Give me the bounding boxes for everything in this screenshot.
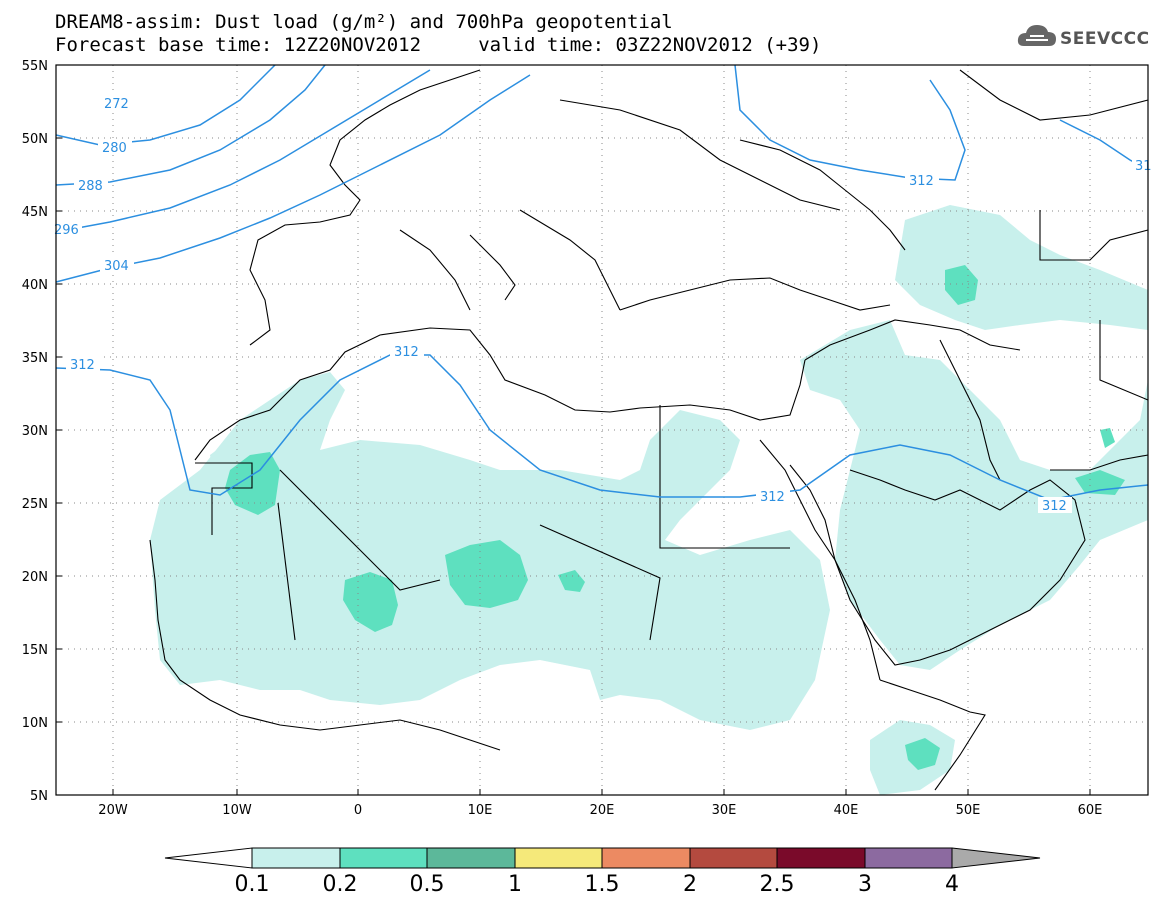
lon-label: 20W — [98, 803, 128, 818]
colorbar-label: 4 — [945, 872, 959, 897]
contour-label: 280 — [102, 141, 127, 156]
colorbar-label: 1 — [508, 872, 522, 897]
lon-label: 60E — [1078, 803, 1103, 818]
lon-label: 20E — [590, 803, 615, 818]
colorbar-label: 1.5 — [585, 872, 620, 897]
contour-label: 312 — [760, 490, 785, 505]
cloud-icon — [1017, 25, 1056, 46]
lon-label: 10E — [468, 803, 493, 818]
lat-label: 25N — [22, 497, 48, 512]
colorbar-label: 2.5 — [760, 872, 795, 897]
colorbar-label: 2 — [683, 872, 697, 897]
contour-label: 272 — [104, 97, 129, 112]
lat-label: 45N — [22, 205, 48, 220]
lat-label: 15N — [22, 643, 48, 658]
chart-title-line-2: Forecast base time: 12Z20NOV2012 valid t… — [55, 34, 822, 56]
lat-label: 55N — [22, 59, 48, 74]
contour-label: 312 — [70, 358, 95, 373]
colorbar-segment — [339, 847, 428, 869]
contour-label: 312 — [394, 345, 419, 360]
colorbar-segment — [514, 847, 603, 869]
chart-title-line-1: DREAM8-assim: Dust load (g/m²) and 700hP… — [55, 11, 673, 33]
lon-label: 30E — [712, 803, 737, 818]
colorbar-label: 3 — [858, 872, 872, 897]
lat-label: 35N — [22, 351, 48, 366]
longitude-labels: 20W 10W 0 10E 20E 30E 40E 50E 60E — [98, 803, 1102, 818]
colorbar-over-triangle — [951, 847, 1041, 869]
lat-label: 20N — [22, 570, 48, 585]
colorbar-segment — [426, 847, 516, 869]
logo-text: SEEVCCC — [1060, 29, 1150, 49]
coastlines-and-borders — [149, 69, 1149, 791]
lat-label: 10N — [22, 716, 48, 731]
colorbar-segment — [776, 847, 866, 869]
contour-label: 288 — [78, 179, 103, 194]
colorbar-under-triangle — [164, 847, 253, 869]
contour-label: 31 — [1135, 159, 1152, 174]
lon-label: 10W — [222, 803, 252, 818]
lat-label: 5N — [30, 789, 48, 804]
contour-label: 296 — [54, 223, 79, 238]
graticule — [56, 65, 1148, 795]
colorbar: 0.1 0.2 0.5 1 1.5 2 2.5 3 4 — [164, 847, 1041, 897]
colorbar-segment — [251, 847, 341, 869]
colorbar-segment — [601, 847, 691, 869]
lat-label: 40N — [22, 278, 48, 293]
colorbar-segment — [689, 847, 778, 869]
geopotential-contours — [55, 64, 1149, 501]
colorbar-label: 0.1 — [235, 872, 270, 897]
latitude-labels: 55N 50N 45N 40N 35N 30N 25N 20N 15N 10N … — [22, 59, 48, 804]
contour-label: 312 — [909, 174, 934, 189]
lon-label: 0 — [354, 803, 362, 818]
colorbar-label: 0.2 — [323, 872, 358, 897]
lat-label: 30N — [22, 424, 48, 439]
colorbar-segment — [864, 847, 953, 869]
lat-label: 50N — [22, 132, 48, 147]
contour-label: 312 — [1042, 499, 1067, 514]
lon-label: 50E — [956, 803, 981, 818]
lon-label: 40E — [834, 803, 859, 818]
axis-ticks — [56, 64, 1091, 796]
seevccc-logo: SEEVCCC — [1016, 20, 1156, 58]
colorbar-label: 0.5 — [410, 872, 445, 897]
contour-label: 304 — [104, 259, 129, 274]
